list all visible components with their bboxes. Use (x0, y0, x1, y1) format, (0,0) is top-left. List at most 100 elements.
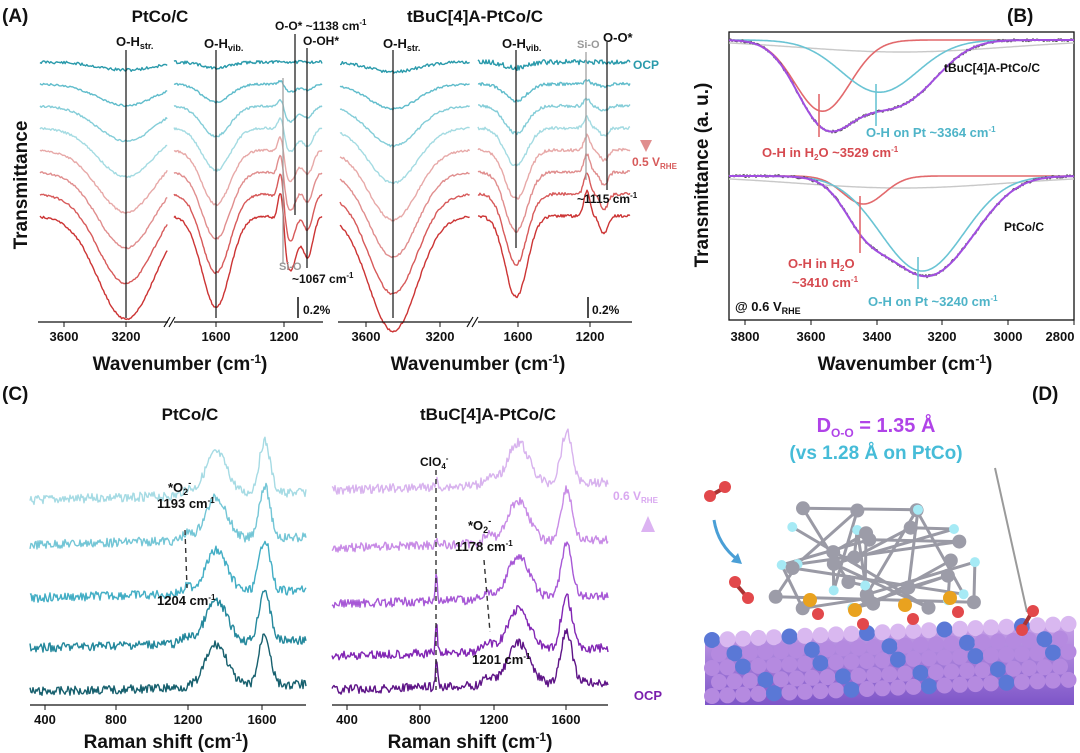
d-pointer-line (994, 467, 1028, 613)
d-pt-atom (797, 655, 813, 672)
d-bond (797, 540, 960, 566)
c-left-spectrum (29, 540, 307, 603)
b-potential: @ 0.6 VRHE (735, 299, 801, 316)
c-ocp-label: OCP (634, 688, 663, 703)
d-pt-atom (1060, 671, 1077, 688)
d-pt-atom (711, 674, 727, 690)
a-left-ohstr-label: O-Hstr. (116, 34, 153, 51)
d-h-atom (776, 560, 787, 570)
d-pt-atom (921, 622, 937, 639)
c-right-curves (331, 428, 609, 695)
d-o-atom (952, 606, 964, 618)
d-pt-atom (819, 669, 836, 686)
d-pt-atom (804, 669, 820, 686)
c-left-tick: 800 (105, 712, 127, 727)
d-pt-atom (850, 639, 867, 656)
a-left-spectrum-seg2 (173, 136, 323, 207)
c-right-shift-line (483, 559, 491, 633)
d-pt-atom (912, 636, 929, 653)
d-pt-atom (890, 623, 906, 640)
a-right-spectrum-seg2 (477, 172, 631, 266)
a-left-spectrum-seg1 (39, 60, 168, 72)
d-pt-atom (750, 657, 767, 674)
a-left-spectrum-seg2 (173, 154, 323, 240)
d-pt-atom (719, 659, 736, 676)
a-right-spectrum-seg1 (340, 60, 470, 74)
d-pt-atom (1036, 659, 1053, 676)
d-pt-atom (897, 665, 913, 682)
d-c-atom (850, 503, 865, 518)
d-pt-atom (983, 647, 999, 664)
d-free-o2 (729, 576, 754, 604)
a-right-ohvib-label: O-Hvib. (502, 36, 541, 53)
d-pt-atom (726, 673, 743, 690)
d-co-atom (812, 655, 829, 672)
b-tick: 2800 (1046, 329, 1075, 344)
a-right-spectrum-seg2 (477, 189, 631, 299)
d-pt-atom (735, 630, 751, 647)
panel-b: Transmittance (a. u.) tBuC[4]A-PtCo/C Pt… (692, 31, 1075, 375)
d-pt-atom (1052, 658, 1068, 675)
d-co-atom (959, 634, 975, 651)
a-left-spectrum-seg1 (39, 215, 168, 321)
d-adsorbed-o2 (1016, 605, 1039, 636)
d-pt-atom (928, 664, 944, 681)
c-left-1204-label: 1204 cm-1 (157, 593, 216, 608)
d-pt-atom (952, 648, 968, 665)
a-left-ooh-label: O-OH* (303, 34, 339, 48)
b-tick: 3000 (994, 329, 1023, 344)
a-right-spectrum-seg2 (477, 133, 631, 200)
d-s-atom (848, 603, 862, 617)
d-pt-atom (757, 643, 774, 660)
c-right-spectrum (331, 593, 609, 661)
d-pt-atom (843, 625, 860, 642)
a-right-xlabel: Wavenumber (cm-1) (391, 352, 566, 375)
a-05v-label: 0.5 VRHE (632, 155, 678, 171)
c-right-spectrum (331, 428, 609, 495)
c-left-tick: 1200 (174, 712, 203, 727)
d-pt-atom (859, 653, 875, 669)
d-pt-atom (1029, 673, 1046, 690)
panel-letter-d: (D) (1032, 384, 1058, 405)
a-right-spectrum-seg2 (477, 78, 631, 103)
b-axis: 3800 3600 3400 3200 3000 2800 Wavenumber… (731, 320, 1075, 375)
d-s-atom (943, 591, 957, 605)
d-pt-atom (773, 643, 789, 660)
d-o-atom (812, 608, 824, 620)
c-left-title: PtCo/C (162, 405, 219, 424)
d-pt-atom (998, 646, 1015, 663)
d-free-o2 (704, 481, 731, 502)
a-left-tick: 3600 (50, 329, 79, 344)
a-potential-arrowhead (640, 140, 652, 152)
d-pt-atom (1014, 646, 1030, 662)
d-pt-atom (812, 627, 829, 644)
a-right-tick: 1600 (504, 329, 533, 344)
d-pt-atom (828, 654, 844, 671)
a-left-spectrum-seg2 (173, 59, 323, 70)
b-tick: 3400 (863, 329, 892, 344)
a-left-tick: 1600 (202, 329, 231, 344)
a-right-ohstr-label: O-Hstr. (383, 36, 420, 53)
a-left-tick: 1200 (270, 329, 299, 344)
d-pt-atom (928, 636, 944, 653)
a-left-spectrum-seg1 (39, 82, 168, 108)
d-h-atom (828, 585, 839, 596)
d-pt-atom (828, 682, 844, 699)
d-bond (791, 509, 859, 570)
d-co-atom (921, 678, 937, 695)
a-left-spectrum-seg2 (173, 80, 323, 104)
d-pt-atom (1014, 674, 1030, 690)
d-pt-atom (828, 626, 844, 643)
d-distance-label: DO-O = 1.35 Å (817, 413, 936, 440)
d-vs-label: (vs 1.28 Å on PtCo) (789, 443, 962, 464)
a-right-spectrum-seg1 (339, 105, 470, 148)
a-right-spectrum-seg1 (339, 193, 470, 295)
d-c-atom (768, 589, 783, 604)
d-pt-atom (921, 650, 937, 667)
d-pt-atom (835, 640, 851, 657)
d-co-atom (704, 632, 720, 648)
d-bond (832, 510, 859, 591)
a-left-ohvib-label: O-Hvib. (204, 36, 243, 53)
d-c-atom (966, 595, 981, 610)
